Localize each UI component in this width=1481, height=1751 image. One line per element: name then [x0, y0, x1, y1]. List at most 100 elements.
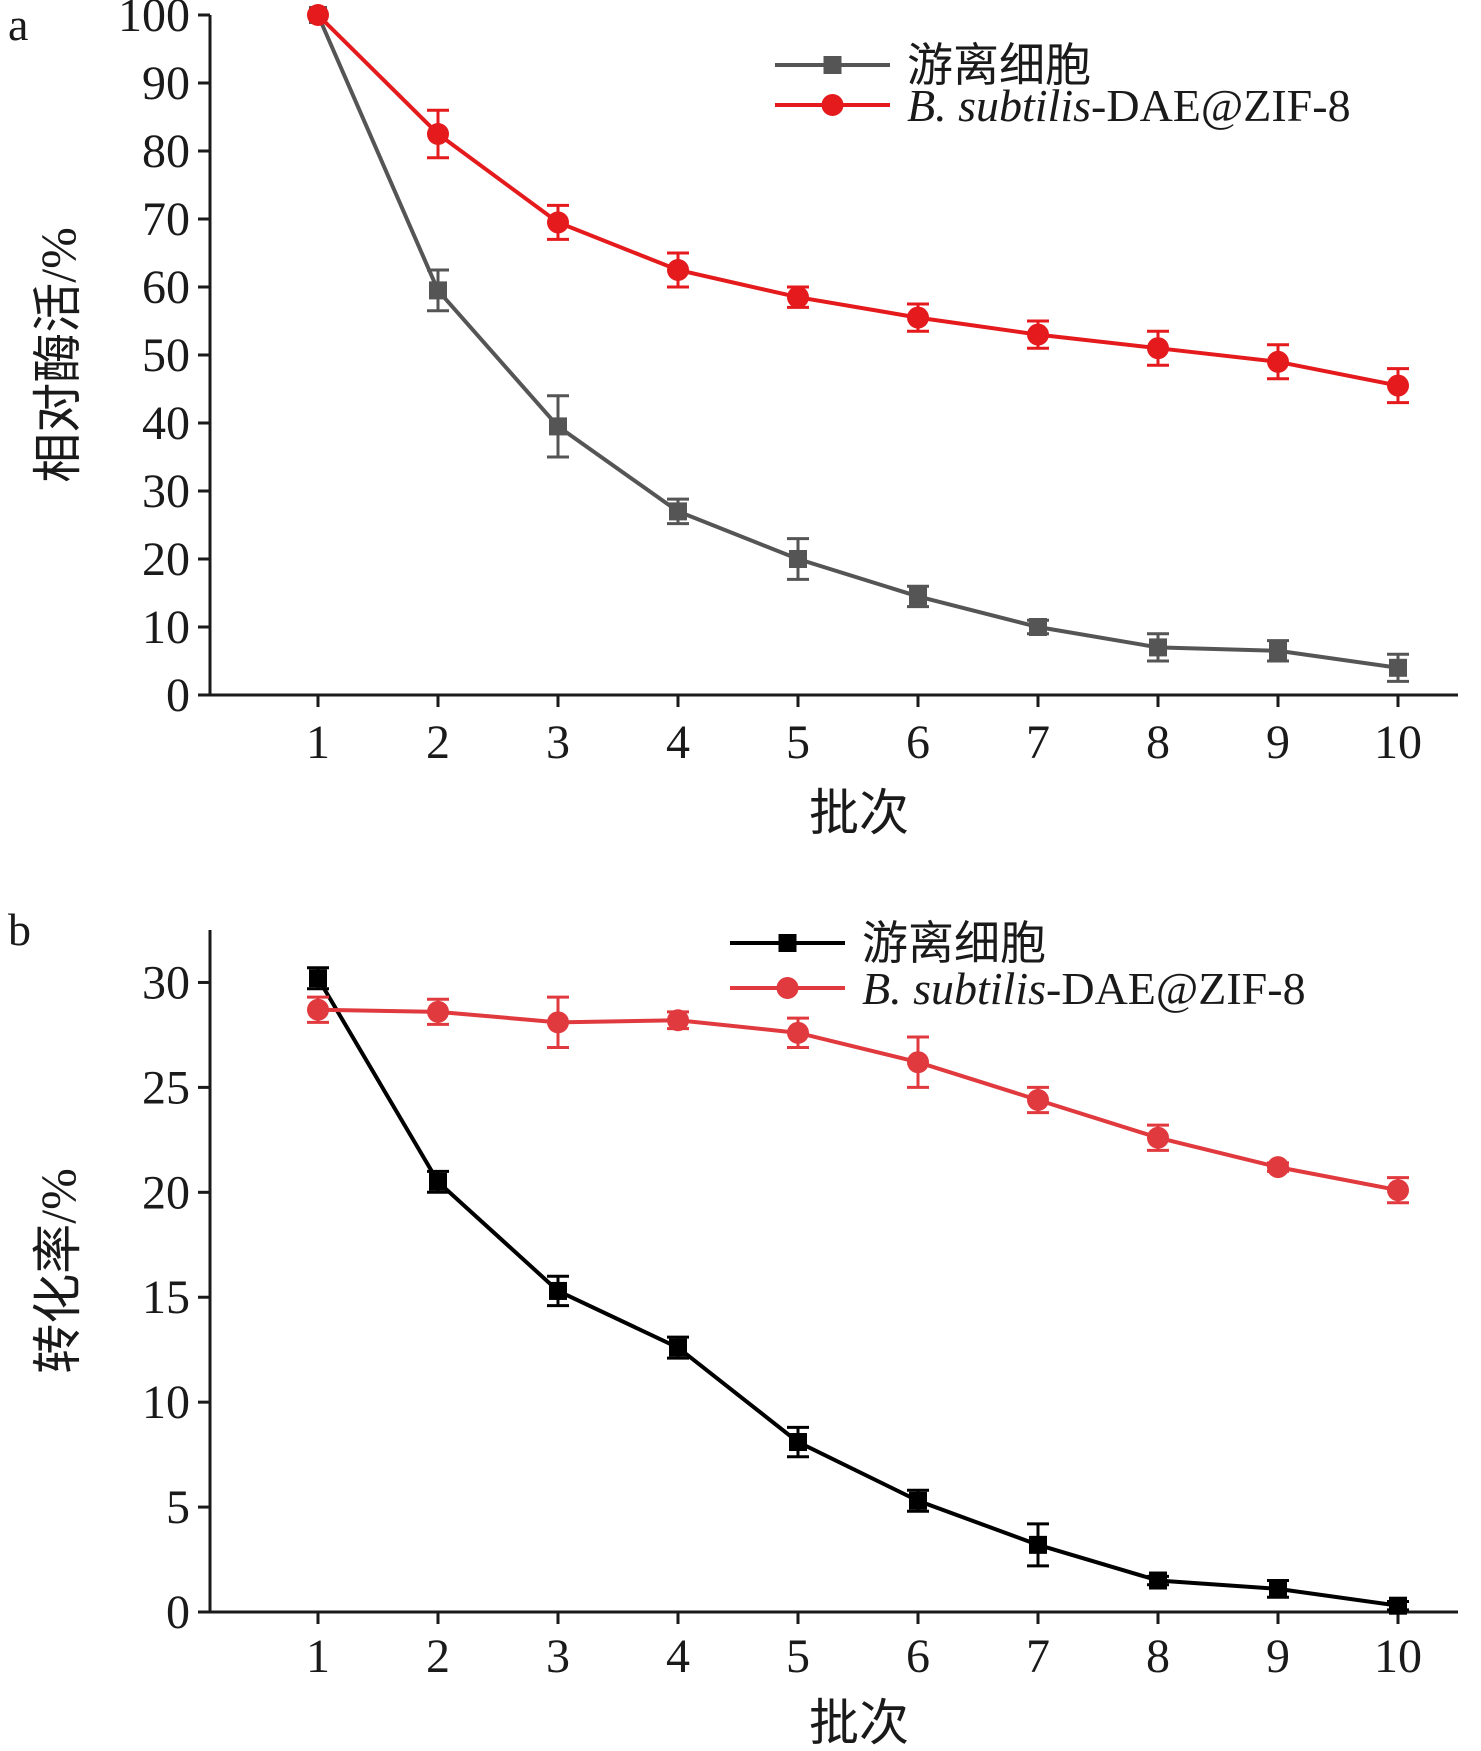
legend-label-main: 游离细胞	[907, 40, 1091, 91]
x-tick-label: 9	[1266, 1630, 1290, 1683]
x-tick-label: 6	[906, 1630, 930, 1683]
x-tick-label: 8	[1146, 716, 1170, 769]
x-axis-title: 批次	[809, 1695, 909, 1751]
data-point	[669, 1338, 687, 1357]
legend-label: 游离细胞	[907, 40, 1091, 91]
legend-marker	[776, 977, 799, 999]
data-point	[1387, 1179, 1409, 1202]
data-point	[1029, 618, 1047, 636]
legend-marker	[823, 56, 842, 74]
y-axis-title: 转化率/%	[30, 1168, 86, 1374]
y-tick-label: 0	[166, 1586, 190, 1639]
data-point	[1147, 1126, 1169, 1149]
y-tick-label: 5	[166, 1481, 190, 1534]
chart-panel-a: a 0 10 20 30 40 50 60 70 80 90 100 1 2 3 4 5 6 7 8 9 10 批次 相对酶活…	[8, 0, 1458, 841]
legend-label-main: 游离细胞	[862, 918, 1046, 969]
legend-entry-1: B. subtilis-DAE@ZIF-8	[775, 80, 1351, 131]
data-point	[547, 211, 569, 234]
data-point	[549, 1281, 567, 1300]
x-tick-label: 7	[1026, 1630, 1050, 1683]
legend-entry-0: 游离细胞	[730, 918, 1046, 969]
data-point	[307, 4, 329, 26]
y-tick-label: 20	[142, 1166, 190, 1219]
data-point	[909, 587, 927, 606]
y-tick-label: 100	[118, 0, 190, 42]
data-point	[907, 306, 929, 329]
series-1	[307, 995, 1409, 1205]
data-point	[1027, 1088, 1049, 1111]
data-point	[1389, 658, 1407, 677]
series-line	[316, 13, 1399, 388]
x-tick-label: 8	[1146, 1630, 1170, 1683]
x-tick-label: 5	[786, 716, 810, 769]
series-line	[316, 977, 1399, 1608]
legend-label-italic: B. subtilis	[862, 963, 1046, 1014]
data-point	[1029, 1535, 1047, 1554]
data-point	[1149, 638, 1167, 657]
y-tick-label: 15	[142, 1271, 190, 1324]
x-tick-label: 2	[426, 1630, 450, 1683]
y-tick-label: 80	[142, 125, 190, 178]
x-tick-label: 5	[786, 1630, 810, 1683]
y-tick-label: 30	[142, 465, 190, 518]
x-tick-label: 4	[666, 716, 690, 769]
y-tick-label: 60	[142, 261, 190, 314]
y-tick-label: 90	[142, 57, 190, 110]
x-tick-label: 2	[426, 716, 450, 769]
data-point	[1027, 323, 1049, 346]
data-point	[1389, 1596, 1407, 1615]
x-tick-label: 6	[906, 716, 930, 769]
x-axis-title: 批次	[809, 785, 909, 841]
panel-label: a	[8, 0, 28, 50]
y-axis-title: 相对酶活/%	[30, 227, 86, 483]
data-point	[1269, 1579, 1287, 1598]
data-point	[907, 1051, 929, 1074]
legend-label: 游离细胞	[862, 918, 1046, 969]
series-0	[307, 966, 1409, 1615]
data-point	[789, 550, 807, 568]
legend-label-italic: B. subtilis	[907, 80, 1091, 131]
data-point	[667, 259, 689, 281]
y-tick-label: 25	[142, 1061, 190, 1114]
x-tick-label: 1	[306, 1630, 330, 1683]
legend-entry-0: 游离细胞	[775, 40, 1091, 91]
x-tick-label: 9	[1266, 716, 1290, 769]
data-point	[547, 1011, 569, 1034]
panel-label: b	[8, 904, 31, 955]
data-point	[909, 1491, 927, 1510]
y-tick-label: 10	[142, 601, 190, 654]
x-tick-label: 1	[306, 716, 330, 769]
legend-marker	[821, 94, 844, 116]
legend-label-rest: -DAE@ZIF-8	[1091, 80, 1351, 131]
series-1	[307, 4, 1409, 405]
x-tick-label: 7	[1026, 716, 1050, 769]
y-tick-label: 50	[142, 329, 190, 382]
data-point	[787, 286, 809, 309]
data-point	[1267, 350, 1289, 373]
data-point	[1269, 641, 1287, 660]
data-point	[789, 1433, 807, 1452]
data-point	[669, 502, 687, 521]
y-tick-label: 0	[166, 669, 190, 722]
data-point	[429, 1172, 447, 1191]
x-tick-label: 3	[546, 1630, 570, 1683]
series-line	[317, 1007, 1399, 1193]
y-tick-label: 10	[142, 1376, 190, 1429]
data-point	[787, 1021, 809, 1044]
y-tick-label: 40	[142, 397, 190, 450]
y-tick-label: 20	[142, 533, 190, 586]
data-point	[307, 998, 329, 1021]
y-tick-label: 70	[142, 193, 190, 246]
data-point	[427, 123, 449, 145]
data-point	[1267, 1156, 1289, 1179]
data-point	[309, 969, 327, 988]
legend-marker	[778, 934, 797, 952]
x-tick-label: 4	[666, 1630, 690, 1683]
data-point	[429, 281, 447, 300]
legend-entry-1: B. subtilis-DAE@ZIF-8	[730, 963, 1306, 1014]
legend-label-rest: -DAE@ZIF-8	[1046, 963, 1306, 1014]
series-line	[316, 14, 1399, 670]
x-tick-label: 10	[1374, 1630, 1422, 1683]
data-point	[1387, 374, 1409, 397]
